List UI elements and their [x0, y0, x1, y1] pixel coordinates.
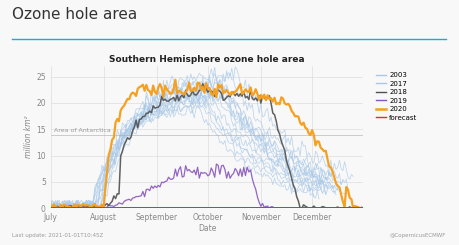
Text: Area of Antarctica: Area of Antarctica [54, 128, 111, 133]
X-axis label: Date: Date [197, 223, 216, 233]
Y-axis label: million km²: million km² [24, 116, 33, 159]
Text: Last update: 2021-01-01T10:45Z: Last update: 2021-01-01T10:45Z [11, 233, 102, 238]
Text: @CopernicusECMWF: @CopernicusECMWF [389, 233, 445, 238]
Legend: 2003, 2017, 2018, 2019, 2020, forecast: 2003, 2017, 2018, 2019, 2020, forecast [372, 70, 419, 123]
Title: Southern Hemisphere ozone hole area: Southern Hemisphere ozone hole area [109, 55, 304, 64]
Text: Ozone hole area: Ozone hole area [11, 7, 136, 22]
